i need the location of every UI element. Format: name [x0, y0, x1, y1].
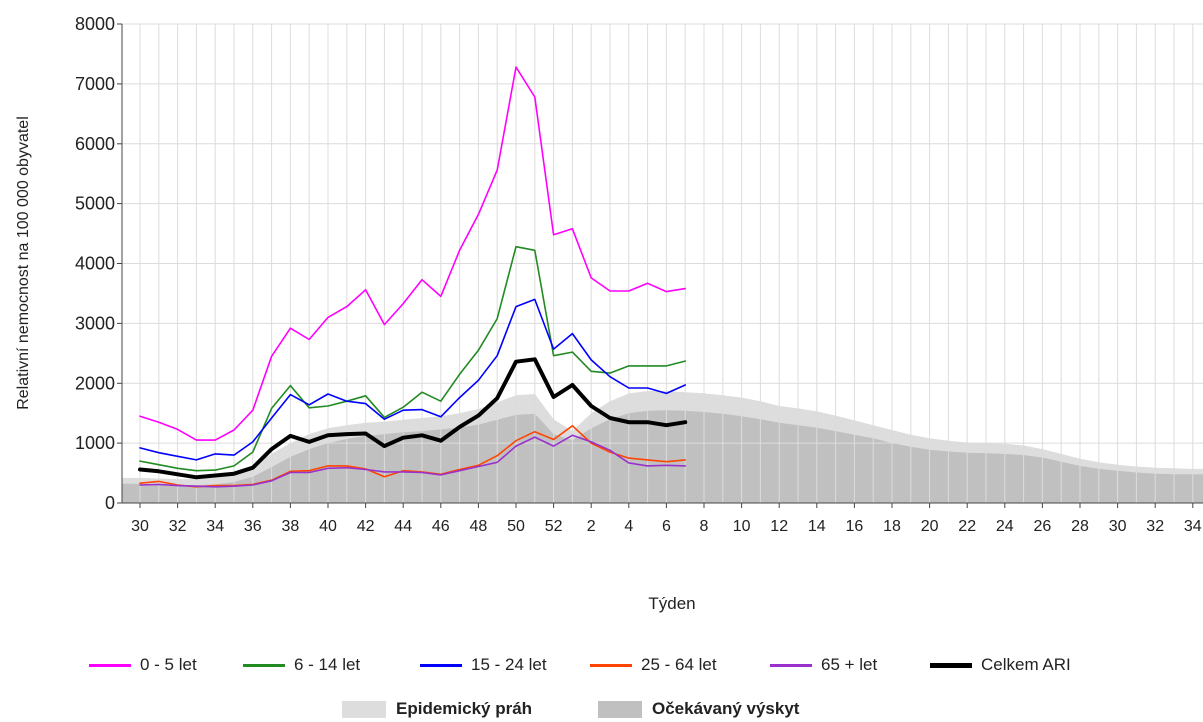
y-tick-label: 4000	[75, 254, 115, 274]
x-tick-label: 4	[624, 518, 633, 535]
legend-item-25-64-let: 25 - 64 let	[590, 655, 717, 675]
area-layer	[122, 391, 1203, 503]
x-tick-label: 34	[1184, 518, 1202, 535]
series-celkem-ari-line	[138, 357, 688, 480]
legend-label: 25 - 64 let	[641, 655, 717, 674]
series-layer	[138, 66, 688, 488]
x-tick-label: 22	[958, 518, 976, 535]
x-tick-label: 32	[169, 518, 187, 535]
legend-item-ocekavany-vyskyt: Očekávaný výskyt	[598, 699, 799, 719]
legend-label: 0 - 5 let	[140, 655, 197, 674]
x-tick-label: 6	[662, 518, 671, 535]
legend-swatch	[420, 663, 462, 667]
x-tick-label: 38	[282, 518, 300, 535]
x-tick-label: 50	[507, 518, 525, 535]
series-65-plus-let-line	[139, 434, 687, 488]
legend-item-celkem-ari: Celkem ARI	[930, 655, 1071, 675]
x-tick-label: 14	[808, 518, 826, 535]
x-tick-label: 2	[587, 518, 596, 535]
y-tick-label: 6000	[75, 134, 115, 154]
legend-swatch	[770, 663, 812, 667]
x-tick-label: 30	[131, 518, 149, 535]
legend-swatch	[598, 700, 642, 718]
legend-swatch	[89, 663, 131, 667]
x-tick-label: 44	[394, 518, 412, 535]
x-axis-ticks: 30 32 34 36 38 40 42 44 46 48 50 52 2 4 6 8 10 12 14 16 18 20…	[131, 503, 1202, 535]
series-15-24-let-line	[139, 298, 687, 461]
x-tick-label: 42	[357, 518, 375, 535]
x-tick-label: 26	[1034, 518, 1052, 535]
legend-item-0-5-let: 0 - 5 let	[89, 655, 197, 675]
expected-incidence-area	[122, 410, 1203, 503]
x-tick-label: 18	[883, 518, 901, 535]
legend-label: Celkem ARI	[981, 655, 1071, 674]
legend-swatch	[930, 662, 972, 668]
legend-item-epidemicky-prah: Epidemický práh	[342, 699, 532, 719]
y-axis-title: Relativní nemocnost na 100 000 obyvatel	[15, 116, 32, 410]
x-tick-label: 24	[996, 518, 1014, 535]
x-tick-label: 34	[206, 518, 224, 535]
x-axis-title: Týden	[648, 594, 695, 613]
legend-label: Očekávaný výskyt	[652, 699, 800, 718]
x-tick-label: 12	[770, 518, 788, 535]
y-tick-label: 7000	[75, 74, 115, 94]
x-tick-label: 52	[545, 518, 563, 535]
x-tick-label: 36	[244, 518, 262, 535]
gridlines	[122, 23, 1203, 503]
legend-swatch	[342, 700, 386, 718]
series-0-5-let-line	[139, 66, 687, 441]
y-tick-label: 8000	[75, 14, 115, 34]
x-tick-label: 32	[1146, 518, 1164, 535]
x-tick-label: 20	[921, 518, 939, 535]
legend-item-15-24-let: 15 - 24 let	[420, 655, 547, 675]
y-tick-label: 0	[105, 493, 115, 513]
y-axis-ticks: 0 1000 2000 3000 4000 5000 6000 7000 8000	[75, 14, 122, 513]
x-tick-label: 48	[470, 518, 488, 535]
y-tick-label: 3000	[75, 313, 115, 333]
x-tick-label: 30	[1109, 518, 1127, 535]
y-tick-label: 5000	[75, 194, 115, 214]
legend-label: 6 - 14 let	[294, 655, 361, 674]
x-tick-label: 40	[319, 518, 337, 535]
legend-item-6-14-let: 6 - 14 let	[243, 655, 360, 675]
x-tick-label: 46	[432, 518, 450, 535]
y-tick-label: 2000	[75, 373, 115, 393]
x-tick-label: 10	[733, 518, 751, 535]
legend-label: 65 + let	[821, 655, 878, 674]
x-tick-label: 28	[1071, 518, 1089, 535]
x-tick-label: 8	[700, 518, 709, 535]
legend-swatch	[243, 663, 285, 667]
legend-item-65-plus-let: 65 + let	[770, 655, 877, 675]
x-tick-label: 16	[846, 518, 864, 535]
series-6-14-let-line	[139, 245, 687, 472]
legend-label: 15 - 24 let	[471, 655, 547, 674]
legend-label: Epidemický práh	[396, 699, 533, 718]
y-tick-label: 1000	[75, 433, 115, 453]
legend-swatch	[590, 663, 632, 667]
